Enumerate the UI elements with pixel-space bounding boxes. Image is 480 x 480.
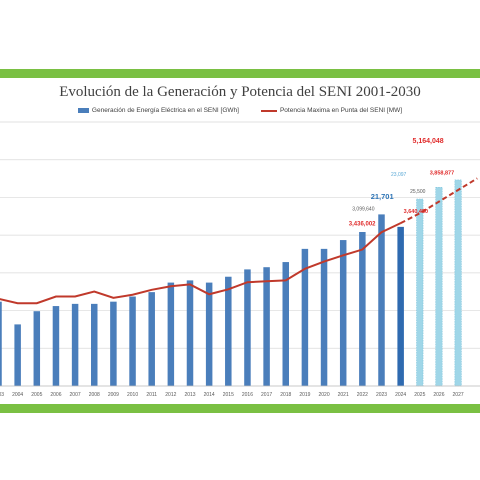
legend-swatch-line (260, 109, 277, 112)
legend-label-peak-power: Potencia Maxima en Punta del SENI [MW] (279, 107, 403, 114)
data-label: 21,701 (371, 192, 394, 201)
bar (416, 198, 424, 387)
bar (454, 179, 462, 387)
bar (71, 303, 79, 386)
bar (52, 306, 60, 386)
data-label: 5,164,048 (413, 138, 444, 145)
bar (397, 226, 404, 386)
x-tick-label: 2022 (357, 392, 368, 398)
data-label: 25,500 (410, 189, 426, 195)
x-tick-label: 2003 (0, 392, 4, 398)
legend-swatch-bar (77, 108, 89, 113)
bottom-green-band (0, 404, 480, 413)
bar (205, 282, 213, 386)
x-tick-label: 2024 (395, 392, 406, 398)
x-tick-label: 2014 (204, 392, 215, 398)
bar (91, 303, 98, 386)
x-tick-label: 2026 (433, 392, 444, 398)
chart-legend: Generación de Energía Eléctrica en el SE… (0, 107, 480, 114)
bar (14, 324, 21, 386)
legend-label-generation: Generación de Energía Eléctrica en el SE… (91, 107, 239, 114)
x-tick-label: 2005 (31, 392, 42, 398)
x-tick-label: 2017 (261, 392, 272, 398)
legend-entry-generation: Generación de Energía Eléctrica en el SE… (77, 107, 239, 114)
x-tick-label: 2009 (108, 392, 119, 398)
bar (359, 232, 366, 386)
bar (110, 301, 117, 386)
bar (378, 214, 385, 386)
x-tick-label: 2018 (280, 392, 291, 398)
top-green-band (0, 69, 480, 78)
x-tick-label: 2012 (165, 392, 176, 398)
data-label: 23,097 (391, 172, 407, 178)
data-label: 3,436,002 (349, 221, 376, 227)
series-line-projected (400, 177, 478, 225)
x-tick-label: 2007 (70, 392, 81, 398)
x-tick-label: 2027 (453, 392, 464, 398)
bar (129, 296, 136, 386)
x-tick-label: 2021 (338, 392, 349, 398)
bar (0, 301, 2, 386)
x-tick-label: 2019 (299, 392, 310, 398)
bar (33, 311, 41, 386)
x-tick-label: 2015 (223, 392, 234, 398)
data-label: 3,858,877 (430, 170, 454, 176)
legend-entry-peak-power: Potencia Maxima en Punta del SENI [MW] (260, 107, 403, 114)
bar (301, 248, 309, 386)
bar (148, 292, 155, 386)
bar (435, 186, 443, 387)
bar (282, 262, 289, 386)
x-tick-label: 2013 (184, 392, 195, 398)
series-line-actual (0, 222, 402, 305)
x-tick-label: 2004 (12, 392, 23, 398)
bar (225, 276, 232, 386)
bar (320, 248, 328, 386)
bar (167, 282, 175, 386)
x-tick-label: 2011 (146, 392, 157, 398)
bar (263, 267, 270, 386)
x-tick-label: 2008 (89, 392, 100, 398)
bar (339, 240, 347, 386)
x-tick-label: 2025 (414, 392, 425, 398)
x-tick-label: 2016 (242, 392, 253, 398)
bar (186, 280, 194, 386)
x-tick-label: 2020 (318, 392, 329, 398)
x-tick-label: 2010 (127, 392, 138, 398)
data-label: 3,099,640 (352, 206, 374, 212)
x-tick-label: 2023 (376, 392, 387, 398)
chart-title: Evolución de la Generación y Potencia de… (59, 84, 421, 100)
bar (244, 269, 251, 386)
x-tick-label: 2006 (50, 392, 61, 398)
data-label: 3,640,450 (404, 209, 428, 215)
